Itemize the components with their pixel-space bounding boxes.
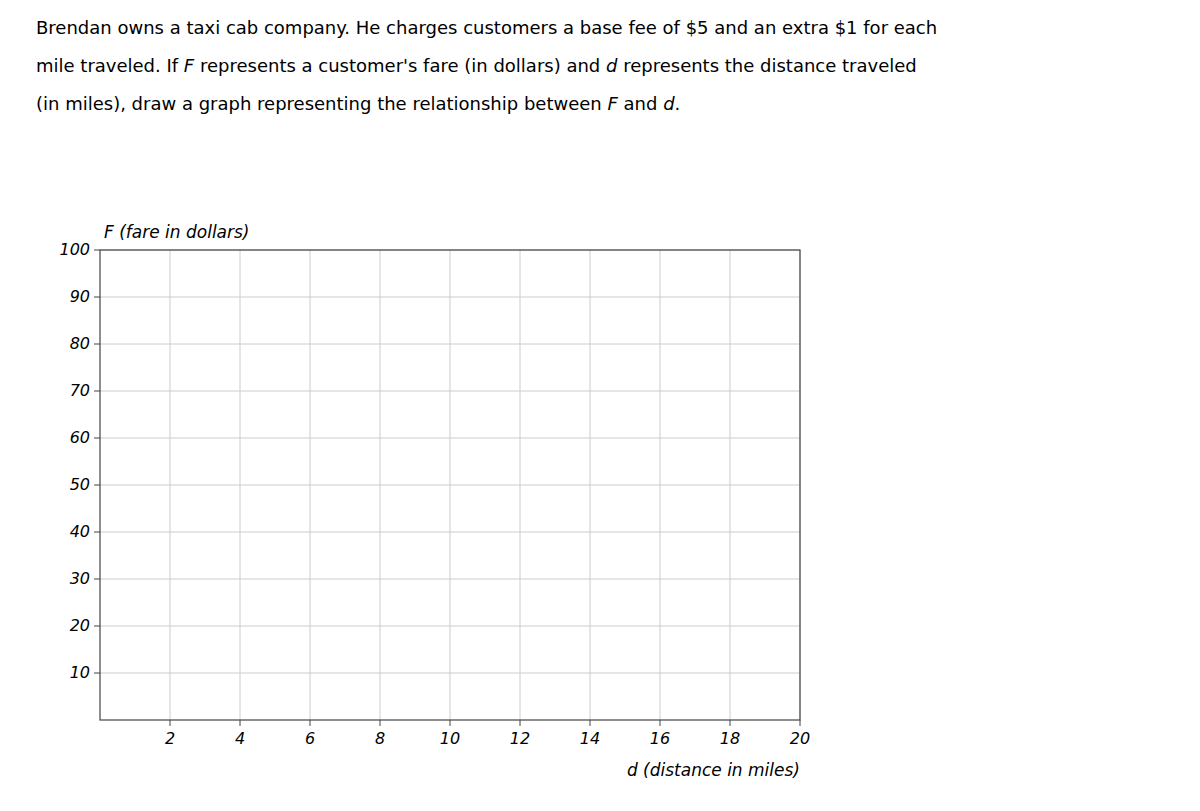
description-part: Brendan owns a taxi cab company. He char… [36, 17, 937, 38]
description-part: d [663, 93, 675, 114]
tick-mark [730, 720, 731, 726]
description-part: (in miles), draw a graph representing th… [36, 93, 607, 114]
tick-label: 18 [720, 729, 740, 748]
tick-label: 70 [70, 381, 90, 400]
tick-label: 50 [70, 475, 90, 494]
tick-label: 60 [70, 428, 90, 447]
tick-mark [94, 344, 100, 345]
tick-label: 6 [305, 729, 315, 748]
tick-label: 100 [59, 240, 90, 259]
grid-line [100, 438, 800, 439]
tick-mark [94, 485, 100, 486]
description-part: F [607, 93, 618, 114]
tick-label: 30 [70, 569, 90, 588]
tick-mark [94, 438, 100, 439]
tick-label: 8 [375, 729, 385, 748]
tick-label: 40 [70, 522, 90, 541]
tick-label: 14 [580, 729, 600, 748]
plot-frame [100, 250, 800, 720]
description-line: mile traveled. If F represents a custome… [36, 55, 917, 76]
grid-line [100, 579, 800, 580]
tick-mark [660, 720, 661, 726]
tick-mark [94, 532, 100, 533]
description-part: d [606, 55, 618, 76]
grid-line [100, 673, 800, 674]
tick-label: 10 [440, 729, 460, 748]
tick-label: 90 [70, 287, 90, 306]
description-part: represents the distance traveled [617, 55, 916, 76]
tick-label: 2 [165, 729, 175, 748]
grid-line [100, 626, 800, 627]
tick-label: 4 [235, 729, 245, 748]
tick-mark [380, 720, 381, 726]
description-part: mile traveled. If [36, 55, 184, 76]
description-part: . [675, 93, 681, 114]
grid-line [100, 532, 800, 533]
grid-line [100, 297, 800, 298]
description-part: and [618, 93, 663, 114]
y-axis-label: F (fare in dollars) [104, 222, 250, 242]
description-line: Brendan owns a taxi cab company. He char… [36, 17, 937, 38]
tick-mark [94, 250, 100, 251]
tick-mark [170, 720, 171, 726]
tick-label: 20 [790, 729, 810, 748]
tick-label: 12 [510, 729, 530, 748]
tick-mark [590, 720, 591, 726]
tick-mark [520, 720, 521, 726]
grid-line [100, 391, 800, 392]
tick-mark [94, 391, 100, 392]
tick-mark [450, 720, 451, 726]
x-axis-label: d (distance in miles) [627, 760, 800, 780]
description-part: represents a customer's fare (in dollars… [194, 55, 606, 76]
tick-mark [94, 673, 100, 674]
tick-label: 80 [70, 334, 90, 353]
chart: Brendan owns a taxi cab company. He char… [0, 0, 1200, 811]
description-part: F [184, 55, 195, 76]
tick-mark [240, 720, 241, 726]
description-line: (in miles), draw a graph representing th… [36, 93, 680, 114]
tick-mark [310, 720, 311, 726]
tick-mark [94, 579, 100, 580]
tick-label: 16 [650, 729, 670, 748]
tick-mark [94, 626, 100, 627]
tick-label: 10 [70, 663, 90, 682]
tick-label: 20 [70, 616, 90, 635]
tick-mark [800, 720, 801, 726]
tick-mark [94, 297, 100, 298]
grid-line [100, 485, 800, 486]
ticks: 2 4 6 8 10 12 14 16 18 20 10 20 30 40 50 60 70 80 90 100 [59, 240, 810, 748]
grid-line [100, 344, 800, 345]
grid [100, 250, 800, 720]
